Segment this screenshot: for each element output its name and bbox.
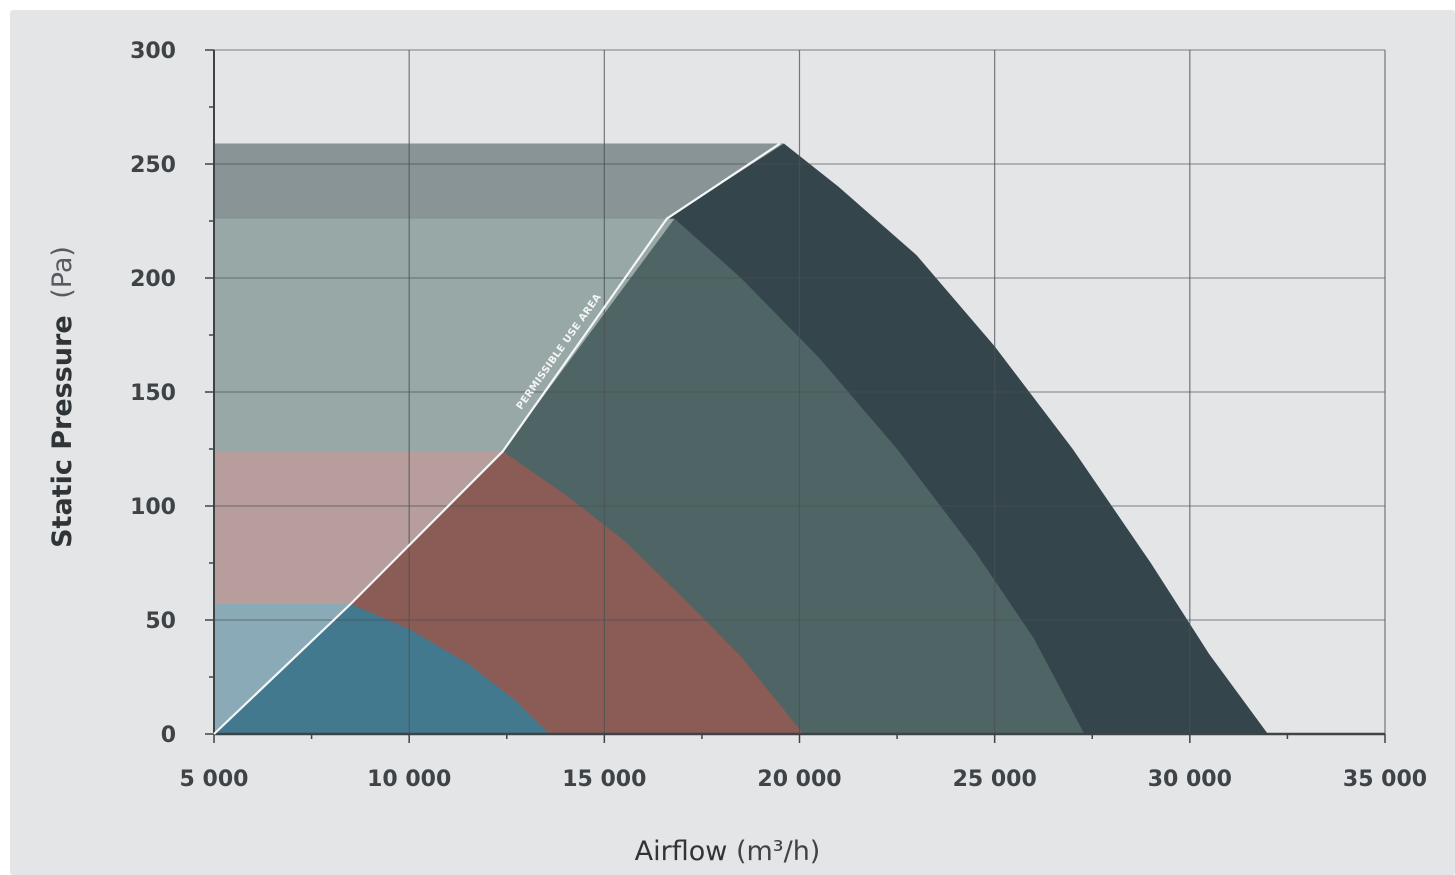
chart-grid [214,49,1386,734]
y-tick-label: 0 [161,723,176,748]
x-tick-label: 25 000 [953,767,1037,792]
y-axis-title: Static Pressure (Pa) [47,246,78,548]
y-tick-label: 150 [130,381,176,406]
permissible-limit [213,142,781,735]
y-tick-label: 50 [145,609,176,634]
y-axis-label: Static Pressure [47,315,78,548]
x-tick-label: 35 000 [1343,767,1427,792]
y-tick-label: 300 [130,39,176,64]
y-axis-unit: (Pa) [47,246,78,299]
x-tick-label: 10 000 [367,767,451,792]
x-axis-unit: (m³/h) [735,836,821,867]
fan-curve-area-1 [214,604,550,734]
x-tick-label: 15 000 [562,767,646,792]
chart-areas [214,143,1268,734]
permissible-limit-line [213,142,781,735]
x-tick-label: 5 000 [180,767,249,792]
x-tick-label: 20 000 [757,767,841,792]
y-tick-label: 100 [130,495,176,520]
chart-tick-labels: 5 000 10 000 15 000 20 000 25 000 30 000 35 00… [130,39,1427,792]
y-tick-label: 250 [130,153,176,178]
x-tick-label: 30 000 [1148,767,1232,792]
x-axis-title: Airflow (m³/h) [0,836,1455,867]
x-axis-label: Airflow [634,836,728,867]
chart-axes [205,49,1386,743]
y-tick-label: 200 [130,267,176,292]
